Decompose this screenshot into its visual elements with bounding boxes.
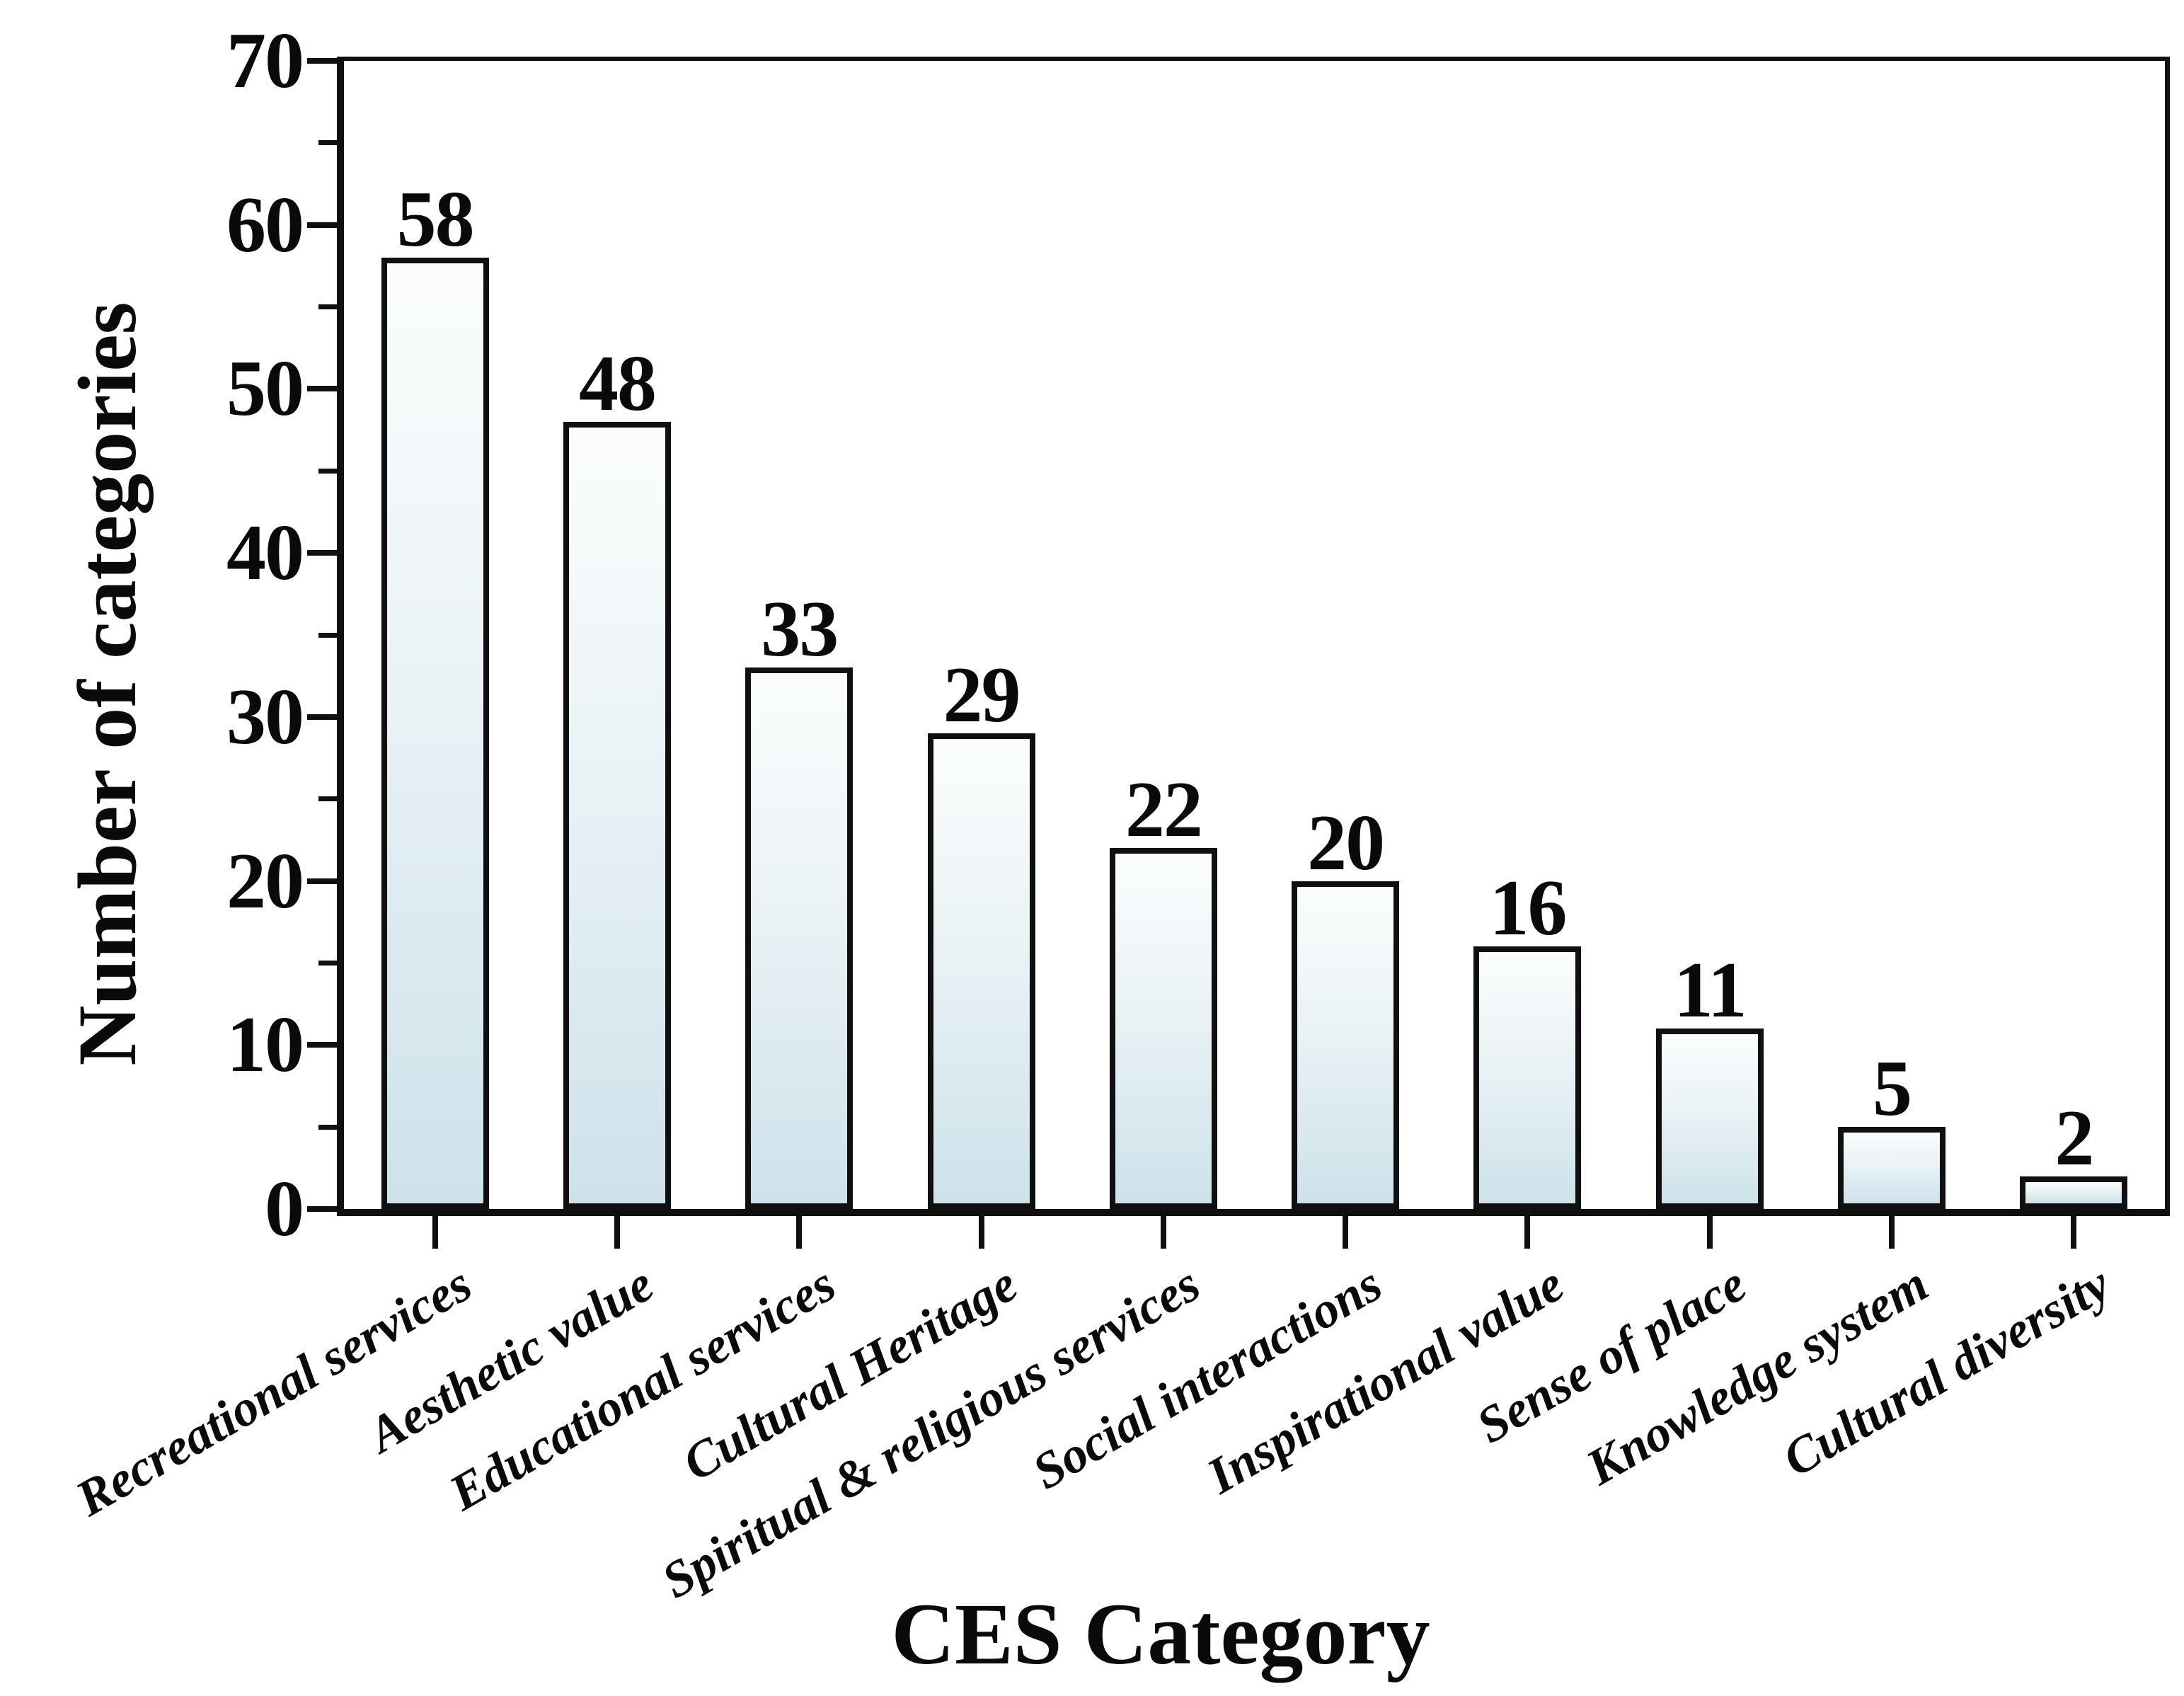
y-axis-minor-tick	[318, 140, 338, 146]
y-axis-major-tick	[307, 878, 338, 884]
bar-value-label: 20	[1307, 798, 1385, 887]
bar	[1109, 848, 1217, 1209]
y-axis-minor-tick	[318, 632, 338, 638]
bar	[1473, 946, 1582, 1209]
y-axis-tick-label: 30	[226, 672, 304, 761]
y-axis-minor-tick	[318, 960, 338, 966]
x-axis-tick	[796, 1209, 803, 1249]
x-axis-title: CES Category	[891, 1586, 1430, 1683]
y-axis-tick-label: 20	[226, 837, 304, 925]
bar	[2020, 1176, 2128, 1209]
y-axis-tick-label: 60	[226, 181, 304, 269]
y-axis-minor-tick	[318, 1124, 338, 1130]
y-axis-major-tick	[307, 58, 338, 64]
x-axis-tick	[614, 1209, 620, 1249]
x-axis-tick	[1160, 1209, 1166, 1249]
y-axis-tick-label: 70	[226, 17, 304, 105]
bar-value-label: 58	[396, 176, 475, 264]
bar	[1292, 881, 1400, 1209]
bar-value-label: 29	[943, 651, 1021, 740]
x-axis-tick	[1706, 1209, 1713, 1249]
bar-value-label: 16	[1489, 864, 1567, 953]
bar-value-label: 22	[1125, 766, 1203, 854]
y-axis-tick-label: 0	[265, 1165, 304, 1253]
bar	[381, 258, 489, 1209]
bar-value-label: 11	[1673, 946, 1747, 1035]
plot-area: 0 10 20 30 40 50 60 70 58 Recreational services 48…	[67, 21, 2170, 1609]
y-axis-major-tick	[307, 222, 338, 228]
y-axis-minor-tick	[318, 304, 338, 310]
y-axis-tick-label: 50	[226, 345, 304, 433]
y-axis-major-tick	[307, 386, 338, 392]
x-axis-tick	[2071, 1209, 2077, 1249]
y-axis-minor-tick	[318, 796, 338, 802]
bar	[927, 733, 1035, 1209]
y-axis-tick-label: 10	[226, 1001, 304, 1089]
y-axis-major-tick	[307, 1206, 338, 1212]
x-axis-tick	[978, 1209, 984, 1249]
bar-value-label: 2	[2054, 1094, 2094, 1182]
bar-value-label: 48	[578, 339, 657, 428]
bar	[745, 667, 854, 1209]
y-axis-tick-label: 40	[226, 509, 304, 597]
bar	[563, 421, 671, 1209]
bar	[1655, 1029, 1764, 1209]
x-axis-category-label: Cultural diversity	[1774, 1255, 2120, 1488]
x-axis-tick	[1343, 1209, 1349, 1249]
x-axis-tick	[432, 1209, 438, 1249]
y-axis-major-tick	[307, 550, 338, 556]
x-axis-tick	[1524, 1209, 1531, 1249]
bar-value-label: 33	[761, 585, 839, 674]
bar	[1838, 1127, 1946, 1209]
y-axis-major-tick	[307, 714, 338, 720]
y-axis-minor-tick	[318, 468, 338, 474]
bar-value-label: 5	[1873, 1045, 1912, 1133]
y-axis-major-tick	[307, 1042, 338, 1048]
x-axis-tick	[1889, 1209, 1895, 1249]
